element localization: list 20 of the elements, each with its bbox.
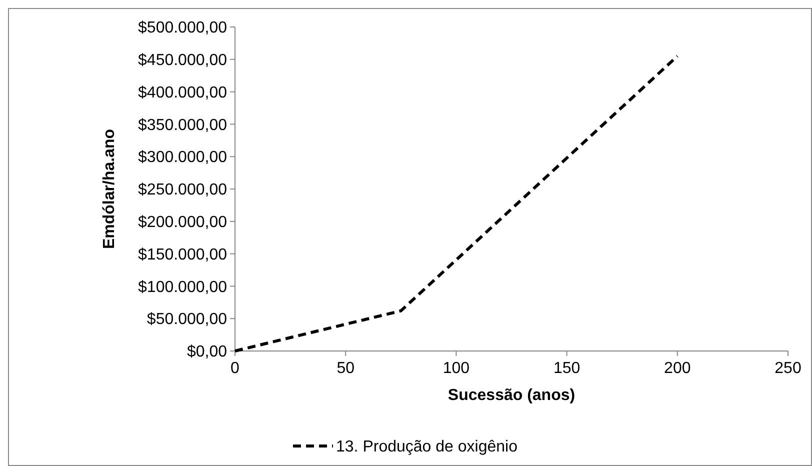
x-axis-title: Sucessão (anos) (448, 387, 576, 404)
x-tick-label: 100 (442, 360, 470, 377)
x-tick-label: 200 (664, 360, 691, 377)
y-tick-label: $400.000,00 (138, 84, 228, 102)
legend-label: 13. Produção de oxigênio (336, 438, 518, 456)
y-tick-label: $200.000,00 (138, 214, 228, 231)
y-tick-label: $450.000,00 (138, 52, 228, 69)
y-tick-label: $250.000,00 (138, 182, 228, 199)
y-tick-label: $500.000,00 (138, 20, 228, 37)
x-tick-label: 50 (336, 360, 355, 377)
y-tick-label: $350.000,00 (138, 116, 228, 134)
x-tick-label: 150 (553, 360, 580, 377)
y-axis-title: Emdólar/ha.ano (101, 128, 118, 250)
x-tick-label: 0 (230, 360, 240, 377)
y-tick-label: $50.000,00 (146, 311, 228, 328)
x-tick-label: 250 (774, 360, 802, 377)
y-tick-label: $300.000,00 (138, 149, 228, 166)
y-tick-label: $150.000,00 (138, 246, 228, 264)
y-tick-label: $0,00 (186, 344, 228, 361)
y-tick-label: $100.000,00 (138, 278, 228, 296)
